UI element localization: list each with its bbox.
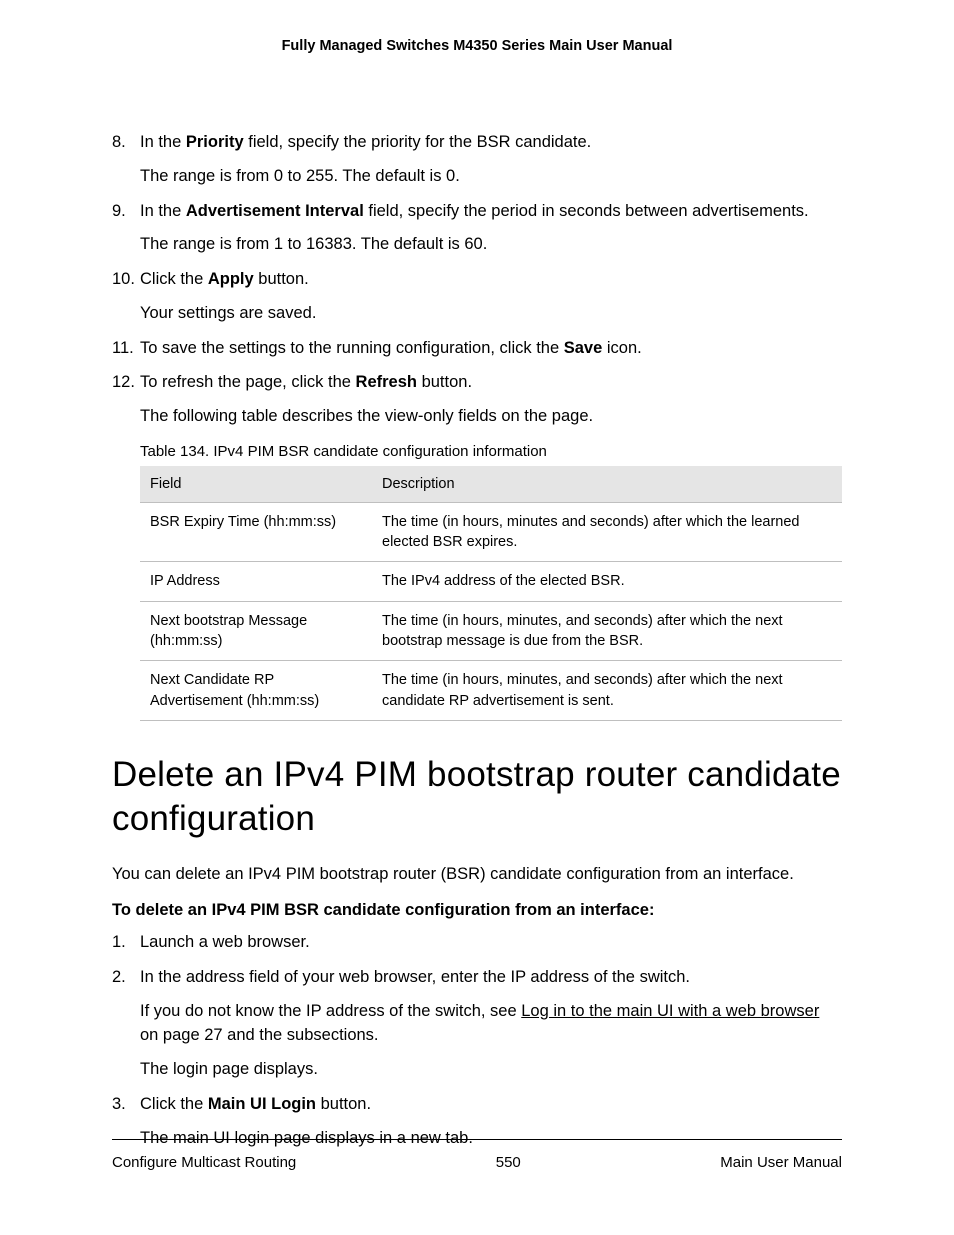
table-cell-description: The IPv4 address of the elected BSR.	[372, 562, 842, 601]
bold-run: Main UI Login	[208, 1095, 316, 1113]
step-body: In the Priority field, specify the prior…	[140, 130, 842, 189]
bold-run: Save	[564, 339, 603, 357]
text-run: field, specify the period in seconds bet…	[364, 202, 809, 220]
step-body: Click the Apply button. Your settings are…	[140, 267, 842, 326]
text-run: If you do not know the IP address of the…	[140, 1002, 521, 1020]
numbered-steps-upper: 8.In the Priority field, specify the pri…	[112, 130, 842, 429]
table-header-description: Description	[372, 466, 842, 503]
step-paragraph: In the Priority field, specify the prior…	[140, 130, 842, 155]
step-item: 10.Click the Apply button. Your settings …	[112, 267, 842, 326]
bold-run: Priority	[186, 133, 244, 151]
step-item: 2.In the address field of your web brows…	[112, 965, 842, 1082]
step-body: In the address field of your web browser…	[140, 965, 842, 1082]
text-run: on page 27 and the subsections.	[140, 1026, 379, 1044]
text-run: The main UI login page displays in a new…	[140, 1129, 473, 1147]
step-item: 9.In the Advertisement Interval field, s…	[112, 199, 842, 258]
step-number: 2.	[112, 965, 140, 1082]
table-cell-description: The time (in hours, minutes and seconds)…	[372, 502, 842, 562]
link-text[interactable]: Log in to the main UI with a web browser	[521, 1002, 819, 1020]
step-item: 3.Click the Main UI Login button. The mai…	[112, 1092, 842, 1151]
step-paragraph: Launch a web browser.	[140, 930, 842, 955]
table-header-field: Field	[140, 466, 372, 503]
step-number: 3.	[112, 1092, 140, 1151]
step-number: 1.	[112, 930, 140, 955]
text-run: The login page displays.	[140, 1060, 318, 1078]
table-row: IP AddressThe IPv4 address of the electe…	[140, 562, 842, 601]
step-paragraph: The following table describes the view-o…	[140, 404, 842, 429]
text-run: Your settings are saved.	[140, 304, 316, 322]
table-cell-description: The time (in hours, minutes, and seconds…	[372, 601, 842, 661]
step-paragraph: Your settings are saved.	[140, 301, 842, 326]
table-cell-field: Next bootstrap Message (hh:mm:ss)	[140, 601, 372, 661]
step-paragraph: The login page displays.	[140, 1057, 842, 1082]
section-intro: You can delete an IPv4 PIM bootstrap rou…	[112, 862, 842, 887]
text-run: field, specify the priority for the BSR …	[244, 133, 592, 151]
table-row: Next Candidate RP Advertisement (hh:mm:s…	[140, 661, 842, 721]
footer-left: Configure Multicast Routing	[112, 1154, 296, 1171]
text-run: Click the	[140, 1095, 208, 1113]
text-run: The range is from 1 to 16383. The defaul…	[140, 235, 487, 253]
table-cell-description: The time (in hours, minutes, and seconds…	[372, 661, 842, 721]
step-paragraph: To save the settings to the running conf…	[140, 336, 842, 361]
step-paragraph: If you do not know the IP address of the…	[140, 999, 842, 1049]
table-row: Next bootstrap Message (hh:mm:ss)The tim…	[140, 601, 842, 661]
bold-run: Apply	[208, 270, 254, 288]
step-paragraph: The main UI login page displays in a new…	[140, 1126, 842, 1151]
text-run: button.	[254, 270, 309, 288]
step-number: 8.	[112, 130, 140, 189]
table-row: BSR Expiry Time (hh:mm:ss)The time (in h…	[140, 502, 842, 562]
bold-run: Advertisement Interval	[186, 202, 364, 220]
step-number: 10.	[112, 267, 140, 326]
text-run: In the address field of your web browser…	[140, 968, 690, 986]
text-run: button.	[316, 1095, 371, 1113]
text-run: To save the settings to the running conf…	[140, 339, 564, 357]
table-caption: Table 134. IPv4 PIM BSR candidate config…	[140, 443, 842, 460]
footer-right: Main User Manual	[720, 1154, 842, 1171]
step-paragraph: In the address field of your web browser…	[140, 965, 842, 990]
table-cell-field: IP Address	[140, 562, 372, 601]
text-run: The following table describes the view-o…	[140, 407, 593, 425]
step-paragraph: To refresh the page, click the Refresh b…	[140, 370, 842, 395]
step-body: To refresh the page, click the Refresh b…	[140, 370, 842, 429]
step-item: 12.To refresh the page, click the Refres…	[112, 370, 842, 429]
page-footer: Configure Multicast Routing 550 Main Use…	[112, 1154, 842, 1171]
table-cell-field: Next Candidate RP Advertisement (hh:mm:s…	[140, 661, 372, 721]
step-body: To save the settings to the running conf…	[140, 336, 842, 361]
step-paragraph: In the Advertisement Interval field, spe…	[140, 199, 842, 224]
procedure-leadin: To delete an IPv4 PIM BSR candidate conf…	[112, 901, 842, 920]
table-cell-field: BSR Expiry Time (hh:mm:ss)	[140, 502, 372, 562]
step-number: 12.	[112, 370, 140, 429]
step-paragraph: The range is from 1 to 16383. The defaul…	[140, 232, 842, 257]
bold-run: Refresh	[356, 373, 417, 391]
info-table: Field Description BSR Expiry Time (hh:mm…	[140, 466, 842, 721]
step-item: 1.Launch a web browser.	[112, 930, 842, 955]
text-run: To refresh the page, click the	[140, 373, 356, 391]
text-run: icon.	[602, 339, 641, 357]
document-header: Fully Managed Switches M4350 Series Main…	[112, 38, 842, 54]
step-item: 8.In the Priority field, specify the pri…	[112, 130, 842, 189]
text-run: Launch a web browser.	[140, 933, 310, 951]
step-item: 11.To save the settings to the running c…	[112, 336, 842, 361]
step-number: 11.	[112, 336, 140, 361]
step-number: 9.	[112, 199, 140, 258]
footer-rule	[112, 1139, 842, 1140]
step-paragraph: Click the Apply button.	[140, 267, 842, 292]
text-run: button.	[417, 373, 472, 391]
numbered-steps-lower: 1.Launch a web browser.2.In the address …	[112, 930, 842, 1150]
text-run: Click the	[140, 270, 208, 288]
step-body: In the Advertisement Interval field, spe…	[140, 199, 842, 258]
text-run: In the	[140, 202, 186, 220]
step-paragraph: Click the Main UI Login button.	[140, 1092, 842, 1117]
step-body: Launch a web browser.	[140, 930, 842, 955]
text-run: The range is from 0 to 255. The default …	[140, 167, 460, 185]
text-run: In the	[140, 133, 186, 151]
section-heading: Delete an IPv4 PIM bootstrap router cand…	[112, 753, 842, 841]
step-paragraph: The range is from 0 to 255. The default …	[140, 164, 842, 189]
step-body: Click the Main UI Login button. The main …	[140, 1092, 842, 1151]
footer-page-number: 550	[496, 1154, 521, 1171]
